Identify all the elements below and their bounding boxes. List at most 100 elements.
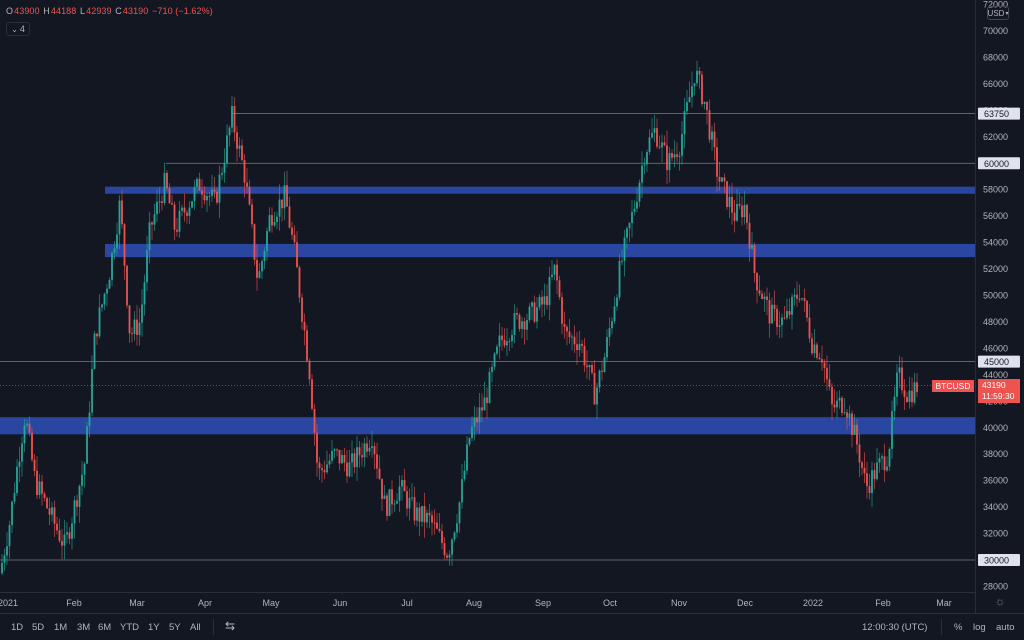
candle-body — [826, 367, 828, 380]
auto-scale-toggle[interactable]: auto — [996, 622, 1015, 633]
candle-body — [358, 447, 361, 456]
indicators-toggle[interactable]: ⌄ 4 — [6, 22, 30, 36]
candle-body — [476, 417, 478, 423]
candle-body — [558, 280, 561, 298]
candle-body — [88, 412, 91, 427]
candle-body — [21, 443, 23, 462]
toolbar-divider — [941, 619, 942, 635]
candle-body — [53, 507, 56, 524]
candle-body — [911, 390, 913, 403]
price-axis-label: 72000 — [983, 0, 1008, 10]
candle-body — [596, 387, 598, 405]
candle-body — [841, 397, 843, 413]
candle-body — [671, 153, 673, 158]
candle-body — [583, 345, 586, 366]
candle-body — [343, 455, 346, 463]
candle-body — [71, 523, 73, 539]
price-axis-label: 54000 — [983, 238, 1008, 248]
candle-body — [341, 455, 343, 464]
candle-body — [566, 326, 568, 332]
candle-body — [808, 317, 811, 339]
candle-body — [541, 296, 543, 305]
candle-body — [783, 317, 786, 319]
date-range-icon[interactable]: ⇆ — [225, 619, 236, 633]
candle-body — [833, 404, 836, 408]
candle-body — [146, 250, 148, 283]
candle-body — [28, 423, 31, 433]
timeframe-ytd[interactable]: YTD — [120, 622, 139, 633]
candle-body — [226, 135, 228, 163]
candle-body — [666, 145, 668, 171]
candle-body — [243, 160, 246, 183]
candle-body — [643, 164, 646, 166]
candle-body — [543, 296, 546, 305]
candle-body — [108, 279, 111, 289]
candle-body — [498, 335, 501, 347]
candle-body — [791, 296, 793, 315]
clock-time[interactable]: 12:00:30 (UTC) — [862, 622, 928, 633]
candle-body — [451, 539, 453, 555]
last-price-tag: 43190 11:59:30 — [978, 379, 1020, 403]
symbol-label: BTCUSD — [932, 380, 974, 392]
candle-body — [51, 507, 53, 515]
level-badge-label: 45000 — [984, 357, 1009, 367]
candle-body — [718, 176, 721, 182]
candle-body — [406, 491, 408, 509]
price-axis-label: 70000 — [983, 26, 1008, 36]
candle-body — [531, 302, 533, 307]
candle-body — [253, 224, 256, 260]
candle-body — [366, 443, 368, 452]
candle-body — [528, 306, 531, 321]
candle-body — [396, 500, 398, 504]
gear-icon[interactable]: ☼ — [994, 594, 1006, 608]
candle-body — [658, 146, 661, 148]
candle-body — [378, 468, 381, 479]
candle-body — [513, 313, 516, 335]
candle-body — [68, 532, 71, 539]
candle-body — [848, 413, 851, 418]
price-chart[interactable]: 7200070000680006600064000620005800056000… — [0, 0, 1024, 613]
timeframe-1d[interactable]: 1D — [11, 622, 24, 633]
price-axis-label: 48000 — [983, 317, 1008, 327]
candle-body — [398, 486, 401, 501]
candle-body — [723, 177, 726, 182]
candle-body — [313, 408, 316, 433]
candle-body — [311, 379, 313, 409]
price-axis-label: 62000 — [983, 132, 1008, 142]
candle-body — [151, 222, 153, 225]
timeframe-3m[interactable]: 3M — [77, 622, 91, 633]
candle-body — [18, 461, 21, 467]
time-axis-label: May — [262, 598, 280, 608]
candle-body — [646, 152, 648, 165]
timeframe-1y[interactable]: 1Y — [148, 622, 160, 633]
candle-body — [281, 199, 283, 209]
candle-body — [283, 185, 286, 209]
candle-body — [26, 423, 28, 426]
candle-body — [246, 182, 248, 187]
candle-body — [6, 546, 8, 556]
timeframe-5d[interactable]: 5D — [32, 622, 45, 633]
candle-body — [163, 172, 166, 204]
candle-body — [11, 501, 13, 526]
timeframe-all[interactable]: All — [190, 622, 201, 633]
timeframe-1m[interactable]: 1M — [54, 622, 68, 633]
currency-selector[interactable]: USD ▾ — [987, 6, 1009, 20]
time-axis-label: 2022 — [803, 598, 823, 608]
candle-body — [573, 336, 576, 345]
timeframe-6m[interactable]: 6M — [98, 622, 112, 633]
timeframe-5y[interactable]: 5Y — [169, 622, 181, 633]
percent-scale-toggle[interactable]: % — [954, 622, 963, 633]
candle-body — [768, 300, 771, 324]
candle-body — [623, 237, 626, 261]
log-scale-toggle[interactable]: log — [973, 622, 986, 633]
candle-body — [128, 305, 131, 334]
candle-body — [693, 83, 696, 87]
candle-body — [603, 357, 606, 372]
candle-body — [36, 470, 38, 496]
candle-body — [208, 195, 211, 197]
bottom-toolbar: 1D 5D 1M 3M 6M YTD 1Y 5Y All ⇆ 12:00:30 … — [0, 613, 1024, 640]
candle-body — [458, 502, 461, 524]
candle-body — [223, 162, 226, 173]
candle-body — [721, 177, 723, 182]
candle-body — [821, 359, 823, 363]
